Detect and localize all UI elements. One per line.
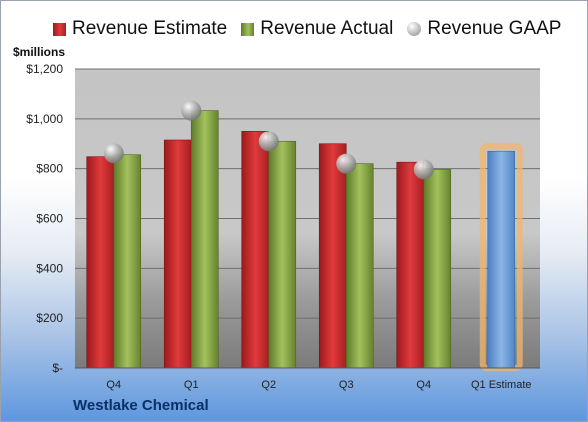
legend-item-gaap: Revenue GAAP (407, 18, 561, 40)
bar-estimate-forecast (487, 150, 516, 369)
gaap-marker (413, 159, 434, 180)
x-tick-label: Q4 (416, 379, 431, 391)
legend-swatch-actual (241, 22, 255, 36)
legend-label-gaap: Revenue GAAP (427, 18, 562, 39)
gaap-marker (181, 100, 202, 121)
chart-legend: Revenue Estimate Revenue Actual Revenue … (53, 17, 561, 41)
y-tick-label: $600 (36, 212, 63, 226)
bar-estimate (163, 139, 192, 369)
company-name: Westlake Chemical (73, 397, 209, 414)
x-tick-label: Q1 (184, 379, 199, 391)
legend-label-estimate: Revenue Estimate (72, 18, 228, 39)
bar-actual (268, 140, 297, 369)
legend-swatch-estimate (53, 22, 66, 36)
y-tick-label: $400 (36, 261, 63, 275)
bar-estimate (241, 130, 270, 369)
legend-item-estimate: Revenue Estimate (53, 18, 227, 40)
y-axis-unit-label: $millions (13, 45, 66, 59)
legend-swatch-gaap (407, 22, 422, 36)
legend-item-actual: Revenue Actual (241, 18, 393, 40)
gaap-marker (336, 153, 357, 174)
y-tick-label: $800 (36, 162, 63, 176)
x-tick-label: Q4 (106, 379, 121, 391)
bar-actual (345, 163, 374, 369)
bar-estimate (86, 156, 115, 369)
x-tick-label: Q1 Estimate (471, 379, 532, 391)
y-tick-label: $- (52, 361, 63, 375)
x-tick-label: Q3 (339, 379, 354, 391)
x-tick-label: Q2 (261, 379, 276, 391)
gaap-marker (103, 143, 124, 164)
bar-actual (113, 154, 142, 369)
y-tick-label: $1,000 (26, 112, 63, 126)
bar-estimate (396, 161, 425, 369)
bar-estimate (318, 143, 347, 369)
y-tick-label: $1,200 (26, 62, 63, 76)
bar-actual (190, 110, 219, 369)
legend-label-actual: Revenue Actual (260, 18, 394, 39)
gaap-marker (258, 131, 279, 152)
bar-actual (423, 169, 452, 369)
y-tick-label: $200 (36, 311, 63, 325)
